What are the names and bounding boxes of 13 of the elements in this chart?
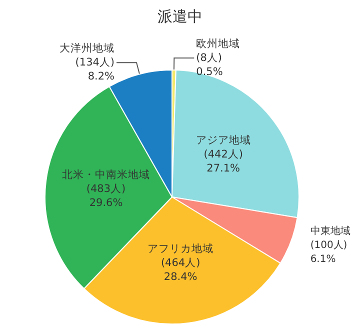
slice-label: アフリカ地域 <box>148 242 214 255</box>
slice-label: 大洋州地域 <box>60 42 115 55</box>
data-label: (483人) 29.6% <box>86 182 126 209</box>
data-label: (464人) 28.4% <box>160 256 200 283</box>
data-label: (8人) 0.5% <box>196 52 223 78</box>
data-label: (442人) 27.1% <box>204 148 243 175</box>
slice-label: 北米・中南米地域 <box>62 168 150 181</box>
data-label: (100人) 6.1% <box>310 240 348 265</box>
slice-label: アジア地域 <box>196 134 251 147</box>
chart-title: 派遣中 <box>158 8 202 26</box>
slice-label: 欧州地域 <box>196 37 240 50</box>
slice-label: 中東地域 <box>310 224 350 237</box>
data-label: (134人) 8.2% <box>75 56 115 83</box>
